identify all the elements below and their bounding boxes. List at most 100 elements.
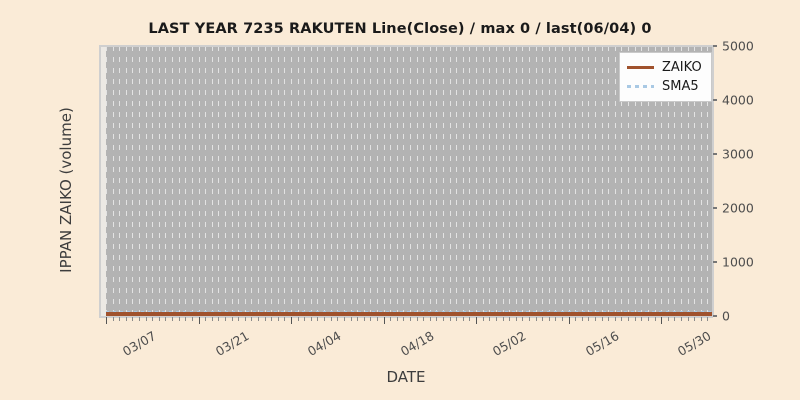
gridline [661, 46, 663, 316]
gridline [191, 46, 193, 316]
x-tick-minor [515, 317, 517, 321]
x-tick-minor [350, 317, 352, 321]
x-axis-label: DATE [386, 368, 426, 386]
x-tick-minor [469, 317, 471, 321]
x-tick-minor [271, 317, 273, 321]
gridline [449, 46, 451, 316]
x-tick-minor [641, 317, 643, 321]
axis-spine-bottom [99, 316, 713, 318]
x-tick-minor [449, 317, 451, 321]
legend-entry-sma5[interactable]: SMA5 [627, 77, 702, 96]
x-tick-label: 04/04 [304, 328, 344, 360]
x-tick-minor [390, 317, 392, 321]
x-tick-minor [257, 317, 259, 321]
gridline [641, 46, 643, 316]
x-tick-minor [178, 317, 180, 321]
gridline [436, 46, 438, 316]
gridline [495, 46, 497, 316]
x-tick-minor [687, 317, 689, 321]
gridline [489, 46, 491, 316]
x-tick-major [568, 317, 570, 324]
x-tick-minor [495, 317, 497, 321]
gridline [409, 46, 411, 316]
x-tick-minor [231, 317, 233, 321]
gridline [462, 46, 464, 316]
gridline [251, 46, 253, 316]
vertical-gridlines [100, 46, 712, 316]
x-tick-minor [343, 317, 345, 321]
gridline [601, 46, 603, 316]
gridline [476, 46, 478, 316]
x-tick-minor [172, 317, 174, 321]
gridline [528, 46, 530, 316]
gridline [185, 46, 187, 316]
y-tick-mark [713, 207, 717, 209]
gridline [383, 46, 385, 316]
gridline [337, 46, 339, 316]
x-tick-minor [304, 317, 306, 321]
x-tick-minor [218, 317, 220, 321]
gridline [132, 46, 134, 316]
x-tick-minor [667, 317, 669, 321]
x-tick-minor [522, 317, 524, 321]
x-tick-major [661, 317, 663, 324]
gridline [350, 46, 352, 316]
x-tick-minor [614, 317, 616, 321]
gridline [595, 46, 597, 316]
x-tick-minor [700, 317, 702, 321]
gridline [502, 46, 504, 316]
x-tick-minor [284, 317, 286, 321]
gridline [218, 46, 220, 316]
x-tick-minor [363, 317, 365, 321]
x-tick-minor [443, 317, 445, 321]
x-tick-major [383, 317, 385, 324]
x-tick-minor [324, 317, 326, 321]
chart-legend[interactable]: ZAIKO SMA5 [619, 52, 712, 102]
x-tick-minor [548, 317, 550, 321]
x-tick-minor [297, 317, 299, 321]
x-tick-minor [707, 317, 709, 321]
x-tick-minor [317, 317, 319, 321]
gridline [423, 46, 425, 316]
gridline [231, 46, 233, 316]
gridline [515, 46, 517, 316]
x-tick-minor [621, 317, 623, 321]
x-tick-minor [145, 317, 147, 321]
legend-label-sma5: SMA5 [662, 79, 699, 94]
gridline [575, 46, 577, 316]
gridline [555, 46, 557, 316]
gridline [634, 46, 636, 316]
x-tick-minor [575, 317, 577, 321]
x-tick-label: 05/16 [582, 328, 622, 360]
x-tick-major [198, 317, 200, 324]
x-tick-minor [416, 317, 418, 321]
gridline [396, 46, 398, 316]
x-tick-minor [561, 317, 563, 321]
gridline [687, 46, 689, 316]
gridline [125, 46, 127, 316]
gridline [548, 46, 550, 316]
gridline [363, 46, 365, 316]
gridline [376, 46, 378, 316]
x-tick-minor [489, 317, 491, 321]
gridline [667, 46, 669, 316]
gridline [680, 46, 682, 316]
x-tick-minor [251, 317, 253, 321]
gridline [257, 46, 259, 316]
gridline [317, 46, 319, 316]
x-tick-minor [680, 317, 682, 321]
x-tick-minor [409, 317, 411, 321]
x-tick-minor [205, 317, 207, 321]
gridline [700, 46, 702, 316]
legend-entry-zaiko[interactable]: ZAIKO [627, 58, 702, 77]
gridline [304, 46, 306, 316]
x-tick-minor [337, 317, 339, 321]
gridline [628, 46, 630, 316]
x-tick-label: 05/02 [489, 328, 529, 360]
plot-area[interactable] [100, 46, 712, 316]
x-tick-minor [528, 317, 530, 321]
x-tick-minor [423, 317, 425, 321]
plot-left-margin-strip [100, 46, 106, 316]
gridline [205, 46, 207, 316]
